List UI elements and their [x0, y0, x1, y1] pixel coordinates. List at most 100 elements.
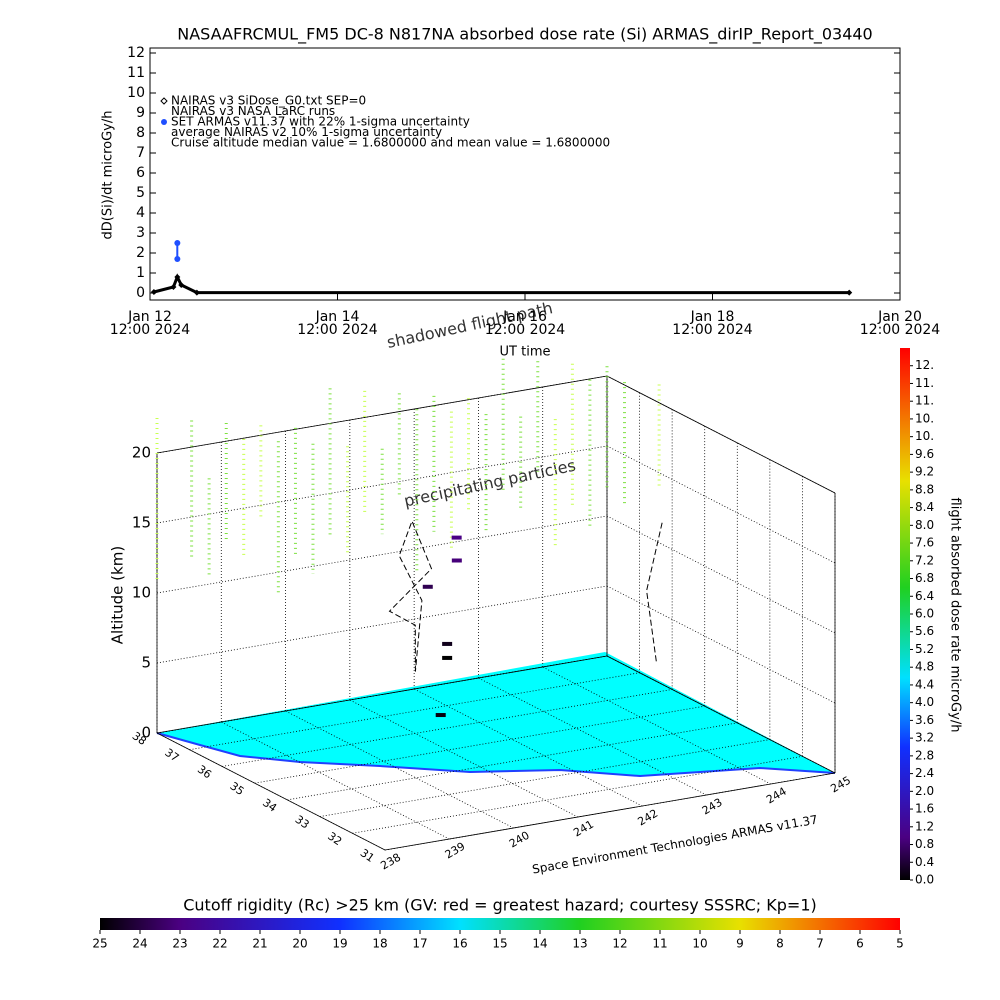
rigidity-tick-label: 23 [172, 937, 187, 951]
grid-line [156, 375, 608, 454]
data-point [174, 240, 181, 246]
legend-marker [160, 97, 168, 105]
rigidity-tick-label: 11 [652, 937, 667, 951]
rigidity-tick-label: 17 [412, 937, 427, 951]
grid-line [319, 739, 770, 817]
y-tick-label: 2 [136, 245, 145, 261]
y-tick-label: 11 [127, 65, 145, 81]
rigidity-tick-label: 14 [532, 937, 547, 951]
rigidity-tick-label: 12 [612, 937, 627, 951]
colorbar-tick-label: 6.0 [915, 607, 934, 621]
colorbar-tick-label: 3.6 [915, 713, 934, 727]
rigidity-tick-label: 8 [776, 937, 784, 951]
data-point [193, 289, 200, 296]
grid-line [156, 515, 608, 594]
z-tick-label: 15 [132, 514, 151, 532]
legend-marker [161, 119, 167, 125]
dose-point [435, 713, 446, 718]
rigidity-tick-label: 16 [452, 937, 467, 951]
y-tick-label: 4 [136, 205, 145, 221]
rigidity-tick-label: 10 [692, 937, 707, 951]
colorbar-tick-label: 0.4 [915, 855, 934, 869]
grid-line [606, 515, 836, 634]
colorbar-tick-label: 2.4 [915, 766, 934, 780]
grid-line [352, 755, 803, 834]
rigidity-tick-label: 20 [292, 937, 307, 951]
grid-line [285, 710, 514, 829]
legend-text: average NAIRAS v2 10% 1-sigma uncertaint… [171, 125, 442, 139]
z-tick-label: 20 [132, 444, 151, 462]
dose-point [422, 584, 433, 589]
colorbar-tick-label: 6.4 [915, 589, 934, 603]
grid-line [478, 677, 707, 796]
rigidity-tick-label: 6 [856, 937, 864, 951]
colorbar-tick-label: 0.8 [915, 837, 934, 851]
data-point [174, 274, 181, 280]
grid-line [254, 705, 705, 784]
grid-line [542, 666, 771, 785]
colorbar-tick-label: 4.8 [915, 660, 934, 674]
rigidity-tick-label: 9 [736, 937, 744, 951]
colorbar-tick-label: 0.0 [915, 873, 934, 887]
colorbar-tick-label: 9.2 [915, 465, 934, 479]
x-tick-label: Jan 20 [877, 309, 922, 325]
colorbar-label: flight absorbed dose rate microGy/h [948, 498, 963, 733]
legend-text: NAIRAS v3 SiDose_G0.txt SEP=0 [171, 94, 366, 108]
x-tick-label: Jan 18 [690, 309, 735, 325]
data-point [174, 256, 181, 262]
x-tick-label: 12:00 2024 [485, 322, 566, 338]
x-axis-label: UT time [500, 345, 551, 360]
z-tick-label: 5 [141, 654, 151, 672]
dose-point [442, 655, 453, 660]
grid-line [222, 689, 673, 767]
rigidity-tick-label: 18 [372, 937, 387, 951]
dose-point [442, 641, 453, 646]
grid-line [384, 772, 836, 851]
rigidity-tick-label: 25 [92, 937, 107, 951]
z-axis-label: Altitude (km) [109, 546, 127, 644]
grid-line [349, 699, 579, 818]
y-tick-label: 5 [136, 185, 145, 201]
colorbar-tick-label: 9.6 [915, 447, 934, 461]
colorbar-tick-label: 10. [915, 429, 934, 443]
grid-line [221, 721, 450, 840]
rigidity-tick-label: 13 [572, 937, 587, 951]
x-tick-label: 12:00 2024 [110, 322, 191, 338]
y-tick-label: 12 [127, 45, 145, 61]
colorbar-tick-label: 10. [915, 411, 934, 425]
grid-line [606, 375, 836, 494]
y-tick-label: 7 [136, 145, 145, 161]
colorbar-tick-label: 1.6 [915, 802, 934, 816]
colorbar-tick-label: 1.2 [915, 819, 934, 833]
dose-point [451, 558, 462, 563]
legend-text: Cruise altitude median value = 1.6800000… [171, 136, 610, 150]
colorbar-tick-label: 7.6 [915, 536, 934, 550]
colorbar-tick-label: 6.8 [915, 571, 934, 585]
x-tick-label: 12:00 2024 [297, 322, 378, 338]
y-tick-label: 6 [136, 165, 145, 181]
colorbar-tick-label: 12. [915, 358, 934, 372]
rigidity-tick-label: 19 [332, 937, 347, 951]
y-tick-label: 9 [136, 105, 145, 121]
colorbar-tick-label: 11. [915, 394, 934, 408]
rigidity-colorbar [100, 918, 900, 930]
rigidity-tick-label: 15 [492, 937, 507, 951]
rigidity-tick-label: 7 [816, 937, 824, 951]
colorbar-tick-label: 4.0 [915, 695, 934, 709]
grid-line [413, 688, 643, 807]
colorbar [900, 348, 910, 880]
series-line [153, 273, 850, 295]
grid-line [156, 585, 608, 664]
flight-path [646, 520, 664, 662]
x-tick-label: 12:00 2024 [672, 322, 753, 338]
dose-point [451, 535, 462, 540]
y-tick-label: 8 [136, 125, 145, 141]
grid-line [606, 585, 836, 704]
legend-text: SET ARMAS v11.37 with 22% 1-sigma uncert… [171, 115, 470, 129]
x-tick-label: Jan 12 [127, 309, 172, 325]
colorbar-tick-label: 7.2 [915, 553, 934, 567]
z-tick-label: 0 [141, 724, 151, 742]
rigidity-tick-label: 24 [132, 937, 147, 951]
colorbar-tick-label: 5.2 [915, 642, 934, 656]
